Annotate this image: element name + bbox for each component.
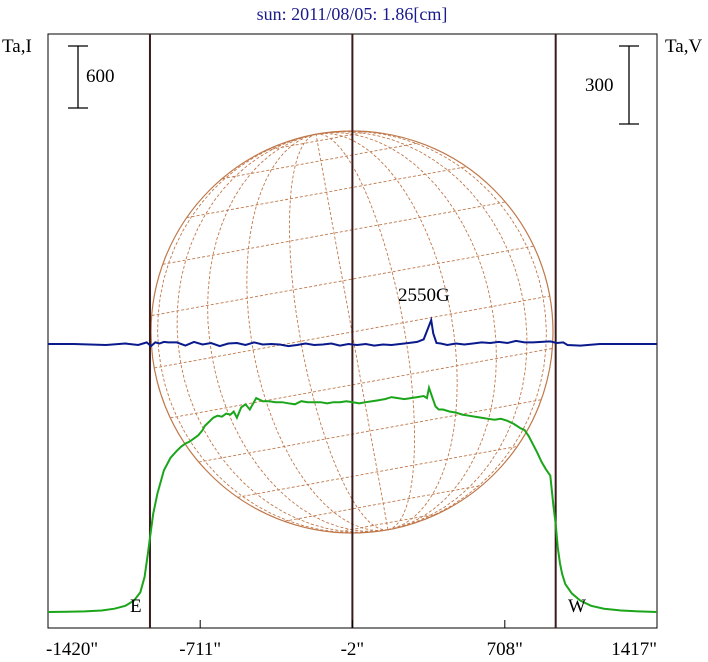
longitude-line: [315, 131, 528, 531]
solar-disk-grid: [150, 130, 554, 534]
limb-label-west: W: [568, 596, 586, 617]
longitude-line: [207, 133, 389, 532]
longitude-line: [157, 133, 389, 534]
series-line-V: [48, 316, 657, 348]
x-tick-label: 1417": [611, 639, 657, 660]
latitude-line: [186, 166, 467, 219]
x-tick-label: 708": [487, 639, 523, 660]
scale-bar-right-label: 300: [585, 75, 614, 96]
longitude-line: [288, 133, 388, 531]
latitude-line: [151, 245, 534, 317]
x-tick-label: -711": [179, 639, 221, 660]
x-tick-label: -2": [341, 639, 365, 660]
chart-title: sun: 2011/08/05: 1.86[cm]: [257, 4, 448, 24]
latitude-line: [237, 445, 518, 498]
longitude-line: [315, 132, 497, 531]
latitude-line: [170, 347, 553, 419]
scale-bar-left: 600: [68, 45, 115, 109]
scale-bar-left-label: 600: [86, 66, 115, 87]
limb-label-east: E: [130, 596, 142, 617]
longitude-line: [246, 133, 389, 532]
x-tick-label: -1420": [46, 639, 98, 660]
x-axis-ticks: -1420" -711" -2" 708" 1417": [46, 620, 658, 660]
longitude-line: [315, 132, 458, 531]
annotation-2550G: 2550G: [398, 285, 450, 306]
series-line-I: [47, 384, 658, 613]
left-axis-label: Ta,I: [2, 36, 32, 57]
longitude-line: [315, 130, 547, 531]
right-axis-label: Ta,V: [665, 36, 702, 57]
longitude-line: [176, 133, 389, 533]
longitude-line: [316, 133, 416, 531]
scale-bar-right: 300: [585, 45, 639, 125]
